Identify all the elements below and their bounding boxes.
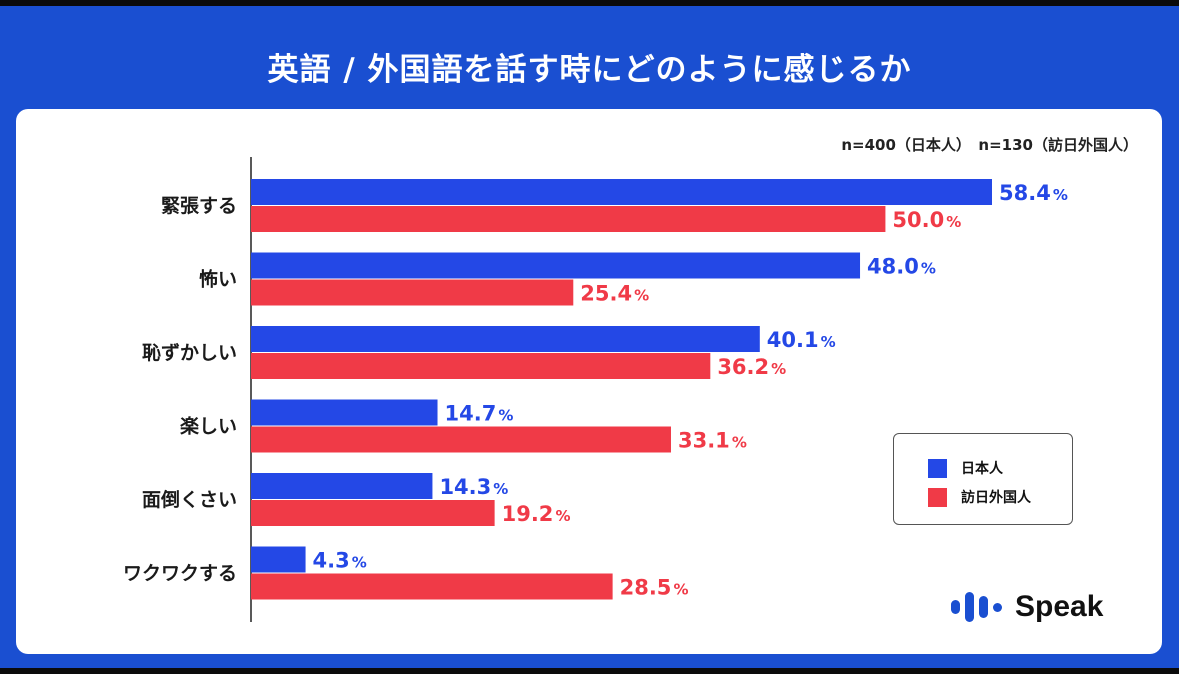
bar-japanese [251,473,433,499]
legend-label-japanese: 日本人 [961,461,1003,477]
category-label: 恥ずかしい [142,342,237,364]
value-label: 36.2% [717,355,786,379]
value-label: 48.0% [867,255,936,279]
category-label: 緊張する [161,195,237,217]
chart-title: 英語 / 外国語を話す時にどのように感じるか [267,52,912,88]
category-label: 楽しい [180,415,237,438]
value-label: 28.5% [620,576,689,600]
category-label: 面倒くさい [142,488,237,511]
bar-japanese [251,179,992,205]
bar-foreign-visitors [251,426,671,453]
legend: 日本人 訪日外国人 [893,433,1073,525]
speak-logo-text: Speak [1015,590,1104,623]
value-label: 14.3% [439,475,508,499]
bar-foreign-visitors [251,353,711,379]
bar-foreign-visitors [251,206,886,232]
speak-logo-icon [951,592,1007,622]
value-label: 58.4% [999,181,1068,205]
sample-size-note: n=400（日本人） n=130（訪日外国人） [841,136,1138,154]
legend-item-foreign-visitors: 訪日外国人 [928,487,1031,507]
bar-japanese [251,399,438,426]
legend-item-japanese: 日本人 [928,458,1003,478]
category-label: ワクワクする [123,563,237,585]
bar-foreign-visitors [251,279,574,306]
legend-swatch-foreign-visitors [928,487,947,507]
bar-japanese [251,252,861,279]
value-label: 14.7% [445,402,514,426]
value-label: 40.1% [767,328,836,352]
value-label: 19.2% [502,502,571,526]
legend-label-foreign-visitors: 訪日外国人 [961,490,1031,506]
bar-japanese [251,326,760,352]
bar-foreign-visitors [251,573,613,600]
value-label: 4.3% [313,549,367,573]
category-label: 怖い [199,268,237,291]
value-label: 50.0% [892,208,961,232]
speak-logo: Speak [951,590,1103,624]
bar-foreign-visitors [251,500,495,526]
bar-japanese [251,546,306,573]
legend-swatch-japanese [928,458,947,478]
value-label: 25.4% [580,282,649,306]
value-label: 33.1% [678,429,747,453]
